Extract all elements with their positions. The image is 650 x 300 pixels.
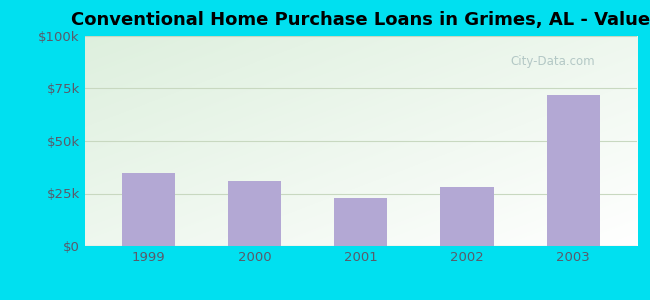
Bar <box>547 95 600 246</box>
Bar <box>122 172 175 246</box>
Bar <box>441 187 493 246</box>
Title: Conventional Home Purchase Loans in Grimes, AL - Value: Conventional Home Purchase Loans in Grim… <box>72 11 650 29</box>
Bar <box>334 198 387 246</box>
Bar <box>228 181 281 246</box>
Text: City-Data.com: City-Data.com <box>510 55 595 68</box>
